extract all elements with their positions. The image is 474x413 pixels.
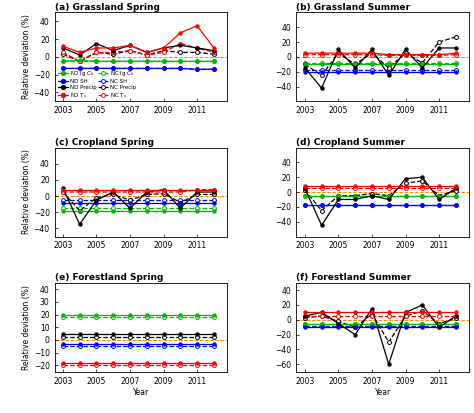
X-axis label: Year: Year: [133, 388, 149, 397]
X-axis label: Year: Year: [375, 388, 391, 397]
Y-axis label: Relative deviation (%): Relative deviation (%): [22, 285, 31, 370]
Legend: ND lg $C_h$, ND SH, ND Precip, ND $T_s$, NC lg $C_h$, NC SH, NC Precip, NC $T_s$: ND lg $C_h$, ND SH, ND Precip, ND $T_s$,…: [57, 68, 137, 100]
Text: (c) Cropland Spring: (c) Cropland Spring: [55, 138, 154, 147]
Text: (e) Forestland Spring: (e) Forestland Spring: [55, 273, 163, 282]
Text: (d) Cropland Summer: (d) Cropland Summer: [296, 138, 405, 147]
Text: (f) Forestland Summer: (f) Forestland Summer: [296, 273, 412, 282]
Y-axis label: Relative deviation (%): Relative deviation (%): [22, 14, 31, 99]
Y-axis label: Relative deviation (%): Relative deviation (%): [22, 150, 31, 235]
Text: (a) Grassland Spring: (a) Grassland Spring: [55, 2, 159, 12]
Text: (b) Grassland Summer: (b) Grassland Summer: [296, 2, 410, 12]
